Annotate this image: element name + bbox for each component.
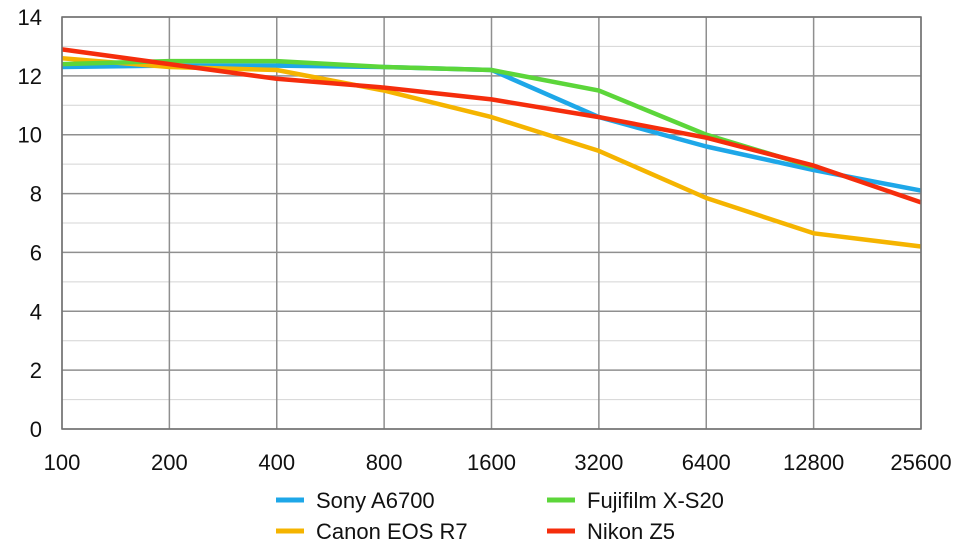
plot-border [61, 16, 922, 430]
legend-item-nikon-z5: Nikon Z5 [547, 519, 675, 544]
y-tick-label: 8 [30, 182, 42, 207]
legend-label: Nikon Z5 [587, 519, 675, 544]
y-axis-tick-labels: 0 2 4 6 8 10 12 14 [18, 5, 42, 442]
y-tick-label: 14 [18, 5, 42, 30]
x-tick-label: 800 [366, 450, 403, 475]
x-tick-label: 12800 [783, 450, 844, 475]
y-tick-label: 10 [18, 123, 42, 148]
y-tick-label: 4 [30, 299, 42, 324]
legend-label: Canon EOS R7 [316, 519, 468, 544]
x-tick-label: 200 [151, 450, 188, 475]
legend-item-sony-a6700: Sony A6700 [276, 488, 435, 513]
x-tick-label: 100 [44, 450, 81, 475]
series-line-fujifilm-x-s20 [61, 58, 815, 170]
plot-frame [61, 16, 922, 430]
legend-label: Fujifilm X-S20 [587, 488, 724, 513]
x-tick-label: 3200 [574, 450, 623, 475]
x-tick-label: 1600 [467, 450, 516, 475]
legend-label: Sony A6700 [316, 488, 435, 513]
legend: Sony A6700 Canon EOS R7 Fujifilm X-S20 Niko… [276, 488, 724, 544]
series-lines [61, 47, 922, 249]
y-tick-label: 12 [18, 64, 42, 89]
legend-item-fujifilm-x-s20: Fujifilm X-S20 [547, 488, 724, 513]
grid [61, 16, 922, 430]
x-tick-label: 25600 [890, 450, 951, 475]
y-tick-label: 2 [30, 358, 42, 383]
x-axis-tick-labels: 100 200 400 800 1600 3200 6400 12800 25600 [44, 450, 952, 475]
x-tick-label: 6400 [682, 450, 731, 475]
legend-item-canon-eos-r7: Canon EOS R7 [276, 519, 468, 544]
x-tick-label: 400 [258, 450, 295, 475]
y-tick-label: 0 [30, 417, 42, 442]
y-tick-label: 6 [30, 240, 42, 265]
series-line-nikon-z5 [61, 47, 922, 205]
